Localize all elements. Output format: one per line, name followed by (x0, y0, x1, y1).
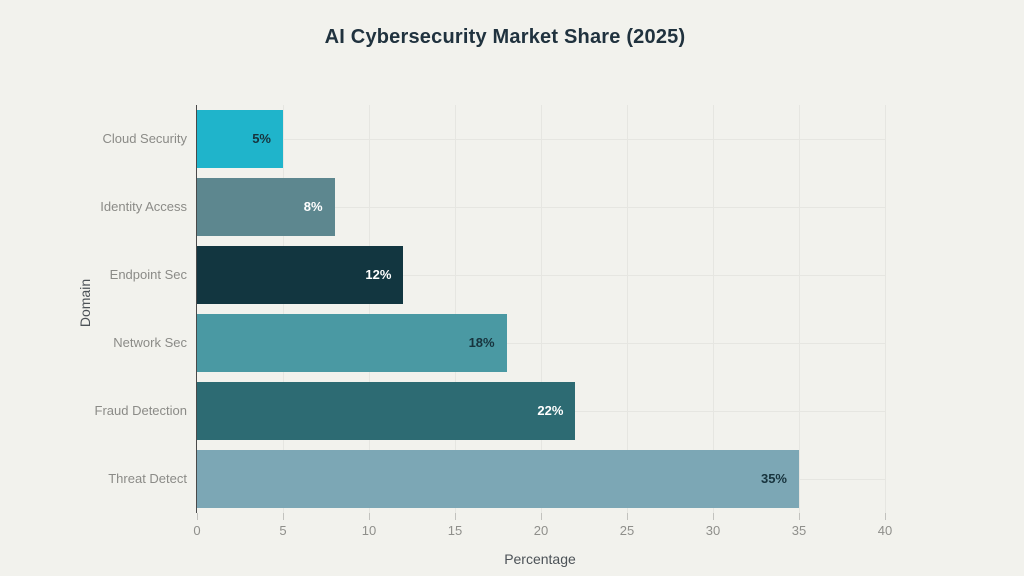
bar (197, 450, 799, 508)
plot-area: 0 5 10 15 20 25 30 35 40 Cloud Security 5% Identity… (95, 105, 892, 538)
x-tick-mark (455, 513, 456, 520)
x-tick-mark (799, 513, 800, 520)
x-tick-mark (541, 513, 542, 520)
chart-title: AI Cybersecurity Market Share (2025) (324, 26, 686, 48)
x-tick-mark (197, 513, 198, 520)
x-tick-label: 5 (279, 523, 287, 538)
x-tick-mark (885, 513, 886, 520)
bar-value-label: 8% (303, 199, 323, 214)
gridline-vertical (369, 105, 370, 513)
category-label: Network Sec (113, 335, 187, 350)
gridline-horizontal (197, 139, 885, 140)
bar (197, 382, 576, 440)
bar (197, 110, 283, 168)
x-tick-mark (283, 513, 284, 520)
x-tick-label: 40 (877, 523, 893, 538)
gridline-horizontal (197, 275, 885, 276)
category-label: Identity Access (100, 199, 187, 214)
x-tick-mark (369, 513, 370, 520)
bar-value-label: 5% (252, 131, 271, 146)
gridline-vertical (283, 105, 284, 513)
bar-value-label: 18% (468, 335, 495, 350)
bar-value-label: 12% (365, 267, 392, 282)
x-tick-label: 35 (791, 523, 807, 538)
gridline-horizontal (197, 207, 885, 208)
category-label: Threat Detect (108, 471, 187, 486)
x-axis-title: Percentage (504, 551, 576, 567)
x-tick-mark (713, 513, 714, 520)
gridline-vertical (799, 105, 800, 513)
bar (197, 178, 335, 236)
category-label: Endpoint Sec (109, 267, 187, 282)
category-label: Fraud Detection (94, 403, 188, 418)
category-label: Cloud Security (102, 131, 187, 146)
gridline-vertical (627, 105, 628, 513)
x-tick-label: 20 (533, 523, 549, 538)
gridline-vertical (885, 105, 886, 513)
gridline-vertical (455, 105, 456, 513)
x-tick-label: 30 (705, 523, 721, 538)
x-tick-mark (627, 513, 628, 520)
bar-value-label: 35% (760, 471, 787, 486)
bar-value-label: 22% (537, 403, 564, 418)
x-tick-label: 15 (447, 523, 463, 538)
x-tick-label: 25 (619, 523, 635, 538)
gridline-horizontal (197, 343, 885, 344)
gridline-vertical (541, 105, 542, 513)
gridline-vertical (713, 105, 714, 513)
x-tick-label: 10 (361, 523, 377, 538)
x-tick-label: 0 (193, 523, 201, 538)
bar (197, 314, 507, 372)
bar (197, 246, 404, 304)
